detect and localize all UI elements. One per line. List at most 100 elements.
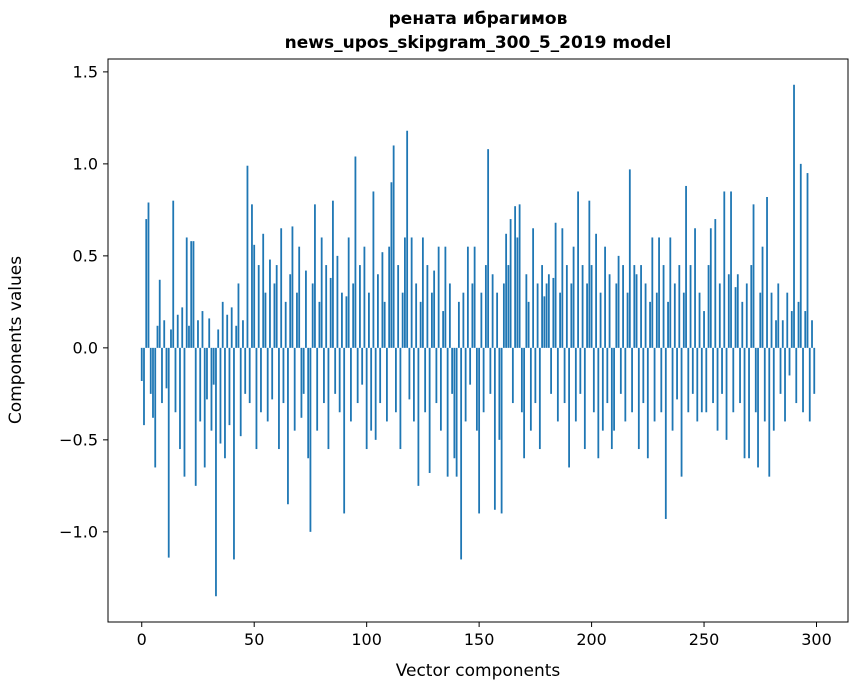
bar	[147, 202, 150, 348]
bar	[545, 283, 548, 348]
bar	[727, 274, 730, 348]
bar	[192, 241, 195, 348]
bar	[757, 347, 759, 468]
bar	[532, 228, 535, 348]
bar	[257, 265, 260, 348]
bar	[300, 347, 303, 418]
bar	[500, 347, 503, 514]
bar	[496, 292, 499, 348]
bar	[242, 320, 244, 348]
bar	[437, 246, 440, 348]
bar	[408, 347, 411, 400]
bar	[260, 347, 262, 413]
y-tick-label: 1.0	[73, 154, 98, 173]
bar	[314, 204, 316, 348]
bar	[471, 283, 474, 348]
bar	[206, 347, 208, 400]
bar	[365, 347, 368, 450]
bar	[554, 222, 557, 348]
bar	[170, 329, 172, 348]
bar	[779, 347, 782, 394]
bar	[428, 347, 431, 473]
bar	[705, 347, 708, 413]
bar	[505, 233, 508, 348]
bar	[336, 255, 339, 348]
bar	[750, 265, 753, 348]
bar	[676, 347, 678, 400]
bar	[176, 314, 179, 348]
bar	[707, 265, 710, 348]
bar	[228, 347, 231, 426]
bar	[332, 200, 334, 348]
bar	[606, 347, 609, 404]
bar	[613, 347, 615, 431]
bar	[628, 169, 631, 348]
bar	[230, 307, 233, 348]
bar	[806, 173, 809, 348]
bar	[417, 347, 420, 486]
bar	[536, 283, 539, 348]
bar	[565, 265, 568, 348]
bar	[323, 347, 325, 404]
bar	[475, 347, 478, 431]
bar	[435, 347, 438, 404]
bar	[649, 301, 651, 348]
bar	[208, 318, 211, 348]
bar	[145, 219, 148, 348]
bar	[601, 347, 604, 431]
bar	[685, 185, 687, 348]
chart-title-line1: рената ибрагимов	[388, 9, 568, 29]
bar	[275, 265, 278, 348]
bar	[453, 347, 456, 459]
bar	[680, 347, 683, 477]
bar	[149, 347, 152, 394]
bar	[473, 246, 476, 348]
bar	[374, 347, 377, 440]
bar	[813, 347, 816, 394]
bar	[694, 228, 696, 348]
bar	[487, 149, 490, 348]
bar	[736, 274, 739, 348]
bar	[507, 265, 510, 348]
bar	[140, 347, 143, 381]
bar	[509, 219, 512, 348]
bar	[354, 156, 357, 348]
bar	[291, 226, 294, 348]
bar	[343, 347, 346, 514]
chart-title-line2: news_upos_skipgram_300_5_2019 model	[284, 32, 672, 53]
bar	[723, 191, 726, 348]
bar	[682, 292, 685, 348]
bar	[152, 347, 154, 418]
bar	[541, 265, 543, 348]
bar	[761, 246, 764, 348]
bar	[284, 301, 287, 348]
bar	[637, 347, 640, 450]
bar	[772, 347, 775, 431]
bar	[703, 311, 705, 348]
bar	[572, 246, 575, 348]
bar	[518, 204, 521, 348]
bar	[662, 265, 665, 348]
bar	[793, 84, 795, 348]
bar	[770, 292, 773, 348]
bar	[167, 347, 170, 558]
y-tick-label: −0.5	[59, 430, 98, 449]
bar	[278, 347, 280, 450]
bar	[581, 265, 584, 348]
bar	[197, 320, 199, 348]
bar	[615, 283, 618, 348]
bar	[482, 347, 485, 413]
bar	[410, 237, 413, 348]
bar	[446, 347, 449, 477]
bar	[570, 283, 573, 348]
bar	[718, 283, 721, 348]
bar	[590, 265, 593, 348]
bar	[161, 347, 163, 404]
bar	[523, 347, 526, 459]
y-tick-label: 0.5	[73, 246, 98, 265]
bar	[640, 265, 642, 348]
bar	[219, 347, 222, 444]
bar	[226, 314, 229, 348]
bar	[379, 347, 382, 404]
bar	[493, 347, 496, 510]
